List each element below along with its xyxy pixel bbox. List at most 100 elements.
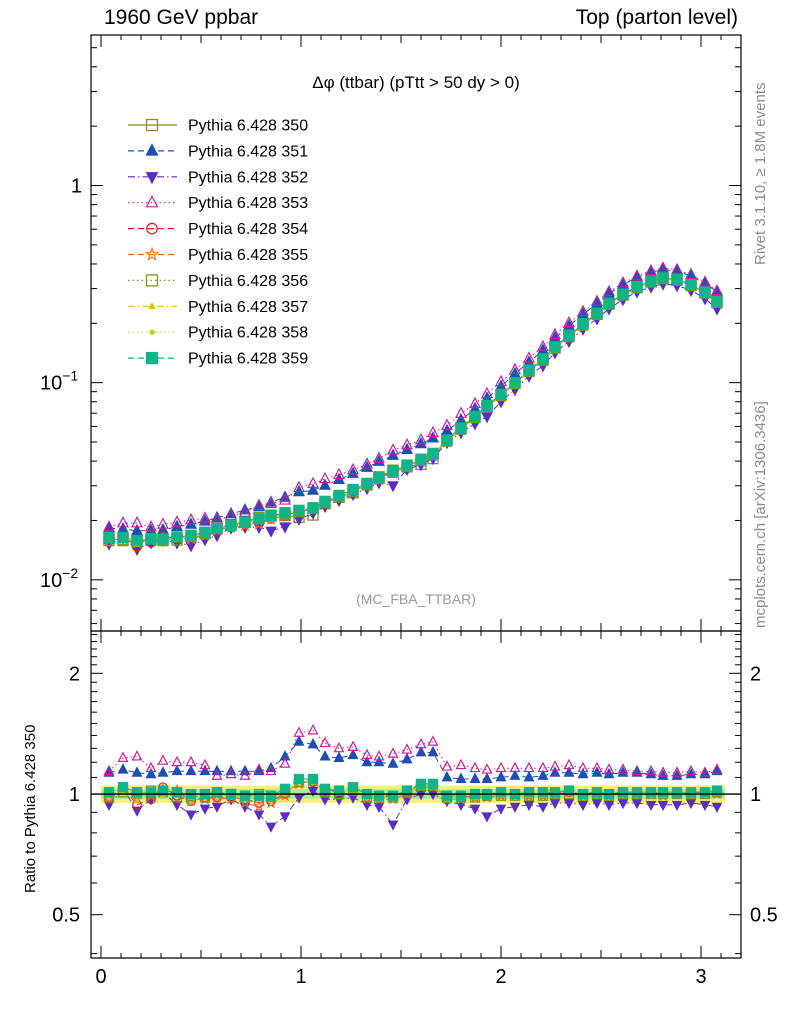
ratio-series-2-point (711, 763, 723, 774)
ratio-series-8-point (645, 787, 657, 798)
ratio-series-0-point (577, 767, 589, 779)
ratio-series-0-point (171, 764, 183, 776)
ratio-series-2-point (293, 726, 305, 737)
series-9-point (631, 280, 643, 293)
ratio-series-8-point (239, 790, 251, 801)
series-9-point (333, 489, 345, 502)
ratio-series-6-line (108, 780, 718, 802)
series-9-point (415, 453, 427, 465)
ratio-series-1-point (495, 804, 507, 815)
series-3-point (455, 406, 467, 418)
ratio-series-1-point (549, 799, 561, 810)
ratio-series-0-point (361, 755, 373, 767)
legend-marker (149, 329, 155, 335)
series-9-point (157, 533, 169, 545)
ratio-series-1-point (509, 802, 521, 813)
series-9-point (563, 329, 575, 341)
series-9-group (103, 272, 723, 547)
series-1-point (347, 466, 359, 478)
legend-label: Pythia 6.428 350 (188, 118, 308, 135)
main-plot-title: Δφ (ttbar) (pTtt > 50 dy > 0) (312, 73, 520, 92)
series-3-point (699, 275, 711, 287)
legend-marker (145, 118, 159, 132)
ratio-series-1-point (617, 799, 629, 810)
ratio-series-0-point (537, 769, 549, 780)
ratio-series-1-point (657, 800, 669, 812)
ratio-series-2-point (563, 758, 575, 770)
series-9-point (617, 288, 629, 300)
ratio-series-2-point (631, 764, 643, 776)
series-3-point (495, 374, 507, 387)
ratio-series-2-point (427, 735, 439, 746)
ratio-series-1-point (537, 802, 549, 813)
ratio-series-2-point (199, 758, 211, 770)
series-3-point (185, 512, 197, 525)
ratio-series-2-point (185, 755, 197, 767)
ratio-series-1-point (131, 806, 143, 817)
ratio-series-2-point (537, 761, 549, 773)
ratio-series-1-point (645, 800, 657, 812)
series-9-point (199, 526, 211, 539)
series-3-point (631, 269, 643, 281)
ratio-y-tick-label: 2 (69, 663, 80, 685)
ratio-series-0-point (199, 764, 211, 776)
main-data-layer (102, 261, 724, 557)
series-3-point (509, 362, 521, 375)
series-3-point (373, 451, 385, 463)
legend-label: Pythia 6.428 358 (188, 325, 308, 342)
ratio-series-4-point (238, 796, 252, 809)
series-9-point (239, 516, 251, 528)
ratio-series-2-point (225, 767, 237, 779)
ratio-series-1-point (279, 812, 291, 823)
main-plot-panel: 110−110−2 Δφ (ttbar) (pTtt > 50 dy > 0) … (40, 34, 742, 632)
ratio-series-0-point (373, 755, 385, 767)
series-3-point (199, 511, 211, 523)
series-9-point (307, 502, 319, 514)
series-3-point (225, 508, 237, 521)
series-9-point (319, 495, 331, 508)
series-8-group (106, 276, 720, 545)
ratio-series-0-point (631, 766, 643, 777)
ratio-series-8-point (319, 783, 331, 795)
series-1-point (131, 523, 143, 536)
series-9-point (603, 297, 615, 309)
series-9-point (131, 534, 143, 547)
legend: Pythia 6.428 350 Pythia 6.428 351 Pythia 6… (128, 118, 308, 368)
series-4-line (108, 277, 718, 547)
series-8-line (108, 278, 718, 543)
ratio-series-8-point (591, 787, 603, 798)
legend-marker (146, 222, 158, 235)
ratio-series-8-point (563, 785, 575, 796)
ratio-series-8-line (108, 778, 718, 797)
ratio-series-0-point (157, 766, 169, 777)
ratio-series-2-point (617, 763, 629, 774)
series-3-point (333, 467, 345, 480)
series-3-point (171, 515, 183, 527)
ratio-series-2-point (645, 764, 657, 776)
legend-marker (145, 351, 159, 365)
ratio-series-0-point (617, 766, 629, 777)
ratio-series-2-point (333, 741, 345, 753)
series-3-point (563, 315, 575, 328)
series-3-group (103, 261, 723, 532)
analysis-watermark: (MC_FBA_TTBAR) (356, 591, 476, 607)
ratio-series-0-point (253, 764, 265, 776)
ratio-series-8-point (495, 787, 507, 798)
ratio-series-0-point (711, 764, 723, 776)
series-1-point (307, 483, 319, 495)
ratio-y-tick-label-right: 0.5 (750, 905, 778, 927)
ratio-series-0-point (549, 766, 561, 777)
series-9-point (253, 513, 265, 525)
ratio-data-layer (91, 724, 741, 833)
ratio-series-2-point (145, 761, 157, 773)
ratio-series-2-point (685, 764, 697, 776)
ratio-series-2-line (108, 729, 718, 777)
series-3-point (157, 517, 169, 529)
series-9-point (373, 471, 385, 483)
series-3-point (253, 498, 265, 510)
legend-label: Pythia 6.428 359 (188, 351, 308, 368)
ratio-series-1-point (685, 799, 697, 810)
series-3-point (319, 471, 331, 484)
ratio-series-2-point (481, 763, 493, 774)
ratio-series-2-point (469, 761, 481, 773)
